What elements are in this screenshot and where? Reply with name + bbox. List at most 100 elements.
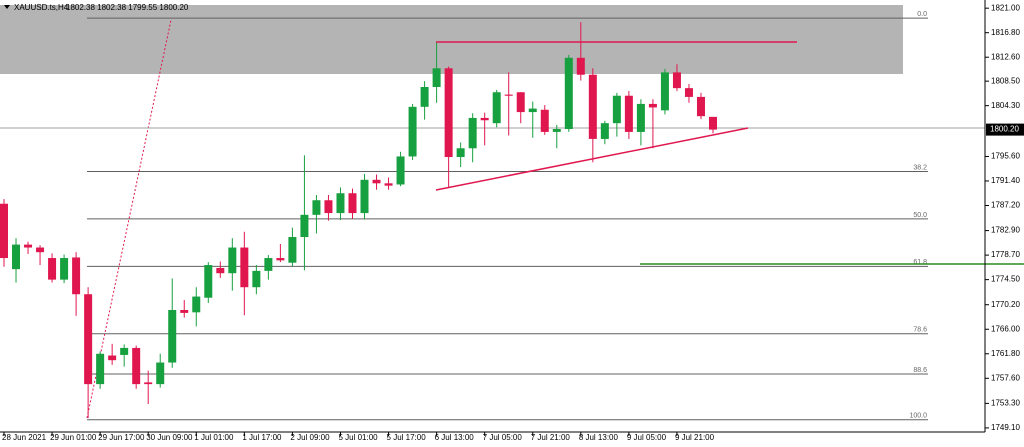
candle-body (468, 117, 477, 149)
y-tick-label: 1774.50 (991, 275, 1020, 284)
candle-body (480, 117, 489, 121)
candle-body (372, 179, 381, 184)
y-tick-label: 1812.60 (991, 52, 1020, 61)
x-tick-label: 2 Jul 09:00 (290, 433, 330, 442)
candle-body (672, 72, 681, 89)
y-tick-label: 1770.20 (991, 300, 1020, 309)
candle-body (588, 74, 597, 139)
candle-body (180, 309, 189, 313)
y-tick-label: 1761.80 (991, 349, 1020, 358)
x-tick-label: 6 Jul 13:00 (435, 433, 475, 442)
y-tick-label: 1766.00 (991, 324, 1020, 333)
candle-body (552, 129, 561, 132)
candle-body (300, 214, 309, 238)
candle-body (108, 355, 117, 361)
trend-line (435, 127, 749, 191)
x-tick-label: 30 Jun 09:00 (146, 433, 193, 442)
x-tick-label: 29 Jun 17:00 (98, 433, 145, 442)
candle-body (72, 257, 81, 295)
zone-rect (0, 5, 903, 74)
candle-body (420, 86, 429, 107)
candle-body (456, 148, 465, 158)
symbol: XAUUSD.ts,H4 (14, 3, 69, 12)
candle-body (0, 203, 8, 259)
fib-label: 0.0 (917, 11, 927, 18)
candle-body (396, 156, 405, 185)
candle-body (168, 309, 177, 363)
x-tick-label: 28 Jun 2021 (2, 433, 47, 442)
y-tick-label: 1787.20 (991, 201, 1020, 210)
candle-body (528, 108, 537, 113)
candle-body (384, 183, 393, 186)
ohlc-info: 1802.38 1802.38 1799.55 1800.20 (66, 3, 189, 12)
y-tick-label: 1804.30 (991, 101, 1020, 110)
y-tick-label: 1816.80 (991, 28, 1020, 37)
candle-body (408, 106, 417, 157)
candle-body (600, 123, 609, 139)
candle-body (636, 103, 645, 132)
candle-body (432, 68, 441, 87)
candle-body (324, 200, 333, 214)
fib-label: 38.2 (913, 164, 927, 171)
candle-body (684, 88, 693, 97)
candle-body (48, 258, 57, 280)
candle-body (444, 68, 453, 158)
y-tick-label: 1749.10 (991, 423, 1020, 432)
candle-body (228, 247, 237, 274)
x-tick-label: 7 Jul 05:00 (483, 433, 523, 442)
y-tick-label: 1753.30 (991, 399, 1020, 408)
candle-body (36, 247, 45, 253)
candle-body (156, 362, 165, 385)
candle-body (132, 347, 141, 385)
fib-label: 78.6 (913, 327, 927, 334)
candle-body (216, 267, 225, 274)
candle-body (348, 193, 357, 214)
y-tick-label: 1821.00 (991, 3, 1020, 12)
x-tick-label: 29 Jun 01:00 (50, 433, 97, 442)
candle-body (492, 92, 501, 124)
x-tick-label: 7 Jul 21:00 (531, 433, 571, 442)
y-tick-label: 1778.70 (991, 250, 1020, 259)
candle-body (96, 353, 105, 385)
candle-body (696, 96, 705, 117)
candle-body (252, 270, 261, 288)
candle-body (504, 94, 513, 96)
candle-body (192, 296, 201, 313)
x-tick-label: 5 Jul 01:00 (338, 433, 378, 442)
x-tick-label: 9 Jul 21:00 (675, 433, 715, 442)
candle-body (660, 72, 669, 111)
fib-label: 88.6 (913, 367, 927, 374)
candle-body (60, 258, 69, 280)
candle-body (312, 200, 321, 215)
candle-body (24, 244, 33, 248)
candle-body (612, 95, 621, 124)
candle-body (516, 92, 525, 113)
candle-body (624, 95, 633, 132)
y-tick-label: 1808.50 (991, 76, 1020, 85)
candle-body (240, 247, 249, 288)
y-tick-label: 1782.90 (991, 226, 1020, 235)
y-tick-label: 1791.40 (991, 176, 1020, 185)
price-label-box (986, 123, 1024, 136)
candle-body (264, 258, 273, 271)
candle-body (540, 109, 549, 132)
candle-body (336, 193, 345, 214)
candle-body (709, 116, 717, 130)
candle-body (648, 103, 657, 108)
candle-body (276, 258, 285, 261)
fib-label: 61.8 (913, 259, 927, 266)
candle-body (84, 294, 93, 385)
y-tick-label: 1795.60 (991, 152, 1020, 161)
candle-body (564, 57, 573, 130)
x-tick-label: 9 Jul 05:00 (627, 433, 667, 442)
candle-body (144, 382, 153, 385)
collapse-icon[interactable] (4, 5, 10, 9)
y-tick-label: 1757.60 (991, 373, 1020, 382)
candle-body (120, 347, 129, 355)
fib-label: 100.0 (909, 413, 927, 420)
candle-body (360, 179, 369, 214)
fib-label: 50.0 (913, 212, 927, 219)
candle-body (204, 265, 213, 298)
